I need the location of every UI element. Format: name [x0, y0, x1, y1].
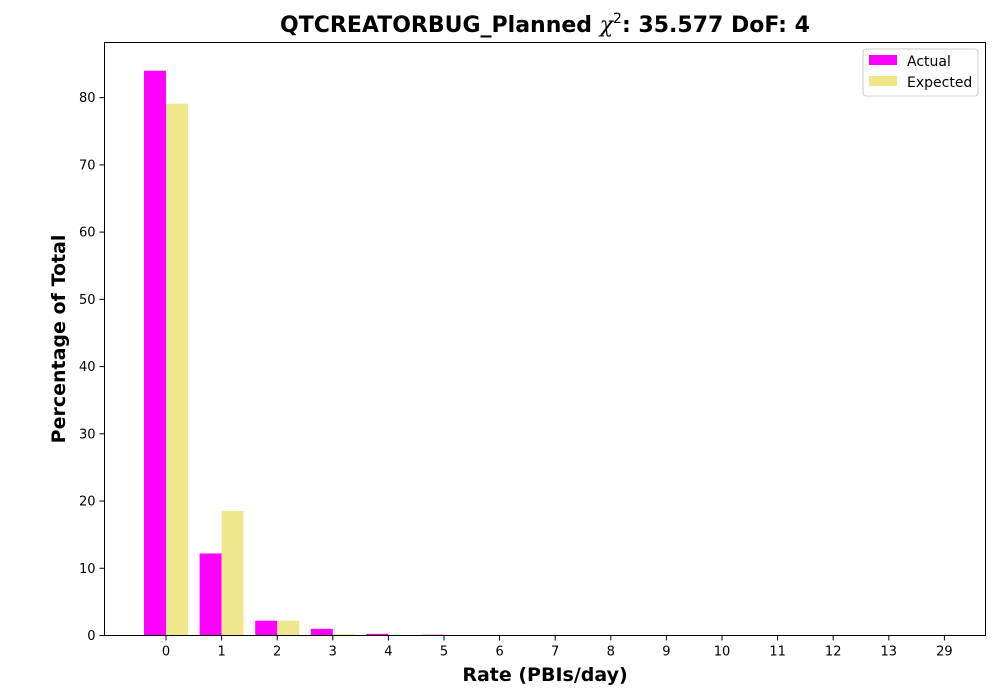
legend-label-actual: Actual: [907, 54, 951, 70]
bar-expected-1: [221, 511, 244, 636]
x-tick-label: 12: [825, 645, 842, 660]
y-tick-label: 30: [79, 427, 96, 442]
x-axis-label: Rate (PBIs/day): [462, 664, 627, 686]
bar-actual-1: [199, 553, 222, 636]
x-tick-label: 0: [162, 645, 170, 660]
bar-expected-0: [166, 103, 188, 636]
x-tick-label: 5: [440, 645, 448, 660]
legend: Actual Expected: [862, 48, 979, 97]
x-tick-label: 4: [384, 645, 392, 660]
y-tick-label: 50: [79, 293, 96, 308]
x-tick-label: 9: [662, 645, 670, 660]
bar-actual-4: [366, 633, 389, 636]
legend-swatch-actual: [869, 55, 897, 65]
x-tick-label: 7: [551, 645, 559, 660]
y-tick-label: 20: [79, 495, 96, 510]
bar-actual-0: [144, 70, 166, 636]
y-tick-label: 70: [79, 158, 96, 173]
chart-title: QTCREATORBUG_Planned χ2: 35.577 DoF: 4: [280, 11, 810, 38]
y-tick-label: 40: [79, 360, 96, 375]
legend-label-expected: Expected: [907, 75, 972, 91]
y-tick-label: 10: [79, 562, 96, 577]
bars-layer: [144, 70, 889, 636]
x-tick-label: 8: [607, 645, 615, 660]
x-tick-label: 1: [217, 645, 225, 660]
y-tick-label: 0: [87, 629, 95, 644]
x-tick-label: 29: [936, 645, 953, 660]
bar-actual-3: [310, 628, 333, 636]
y-tick-label: 60: [79, 226, 96, 241]
bar-expected-3: [332, 634, 355, 636]
x-tick-label: 10: [714, 645, 731, 660]
legend-swatch-expected: [869, 76, 897, 86]
y-tick-label: 80: [79, 91, 96, 106]
x-tick-label: 13: [881, 645, 898, 660]
y-axis-label: Percentage of Total: [48, 235, 70, 444]
x-axis-ticks: 0 1 2 3 4 5 6 7 8 9 10 11 12 13 29: [162, 635, 953, 660]
x-tick-label: 3: [329, 645, 337, 660]
x-tick-label: 11: [769, 645, 786, 660]
bar-actual-2: [255, 620, 278, 636]
x-tick-label: 6: [495, 645, 503, 660]
y-axis-ticks: 0 10 20 30 40 50 60 70 80: [79, 91, 105, 644]
x-tick-label: 2: [273, 645, 281, 660]
plot-frame: [104, 42, 986, 636]
bar-expected-2: [277, 620, 300, 636]
